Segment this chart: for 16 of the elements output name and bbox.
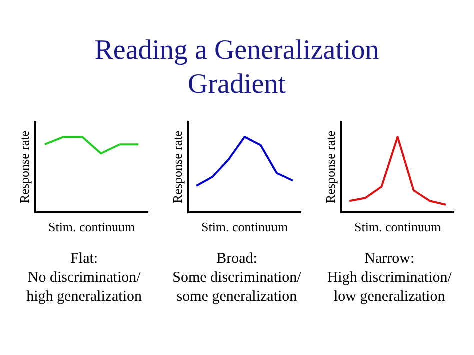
y-axis-title: Response rate [18,130,33,204]
text: High discrimination/ [327,269,452,288]
text: Broad: [216,250,258,269]
text: low generalization [333,288,446,307]
text: Some discrimination/ [172,269,302,288]
text: Narrow: [364,250,416,269]
text: Reading a Generalization Gradient [94,34,380,102]
text: No discrimination/ [26,269,142,288]
y-axis-title: Response rate [170,130,186,204]
text: Flat: [70,250,100,269]
x-axis-title: Stim. continuum [354,220,441,235]
text: some generalization [176,288,298,307]
y-axis-title: Response rate [322,130,338,204]
x-axis-title: Stim. continuum [201,220,288,235]
text: high generalization [26,288,142,307]
x-axis-title: Stim. continuum [48,220,136,235]
